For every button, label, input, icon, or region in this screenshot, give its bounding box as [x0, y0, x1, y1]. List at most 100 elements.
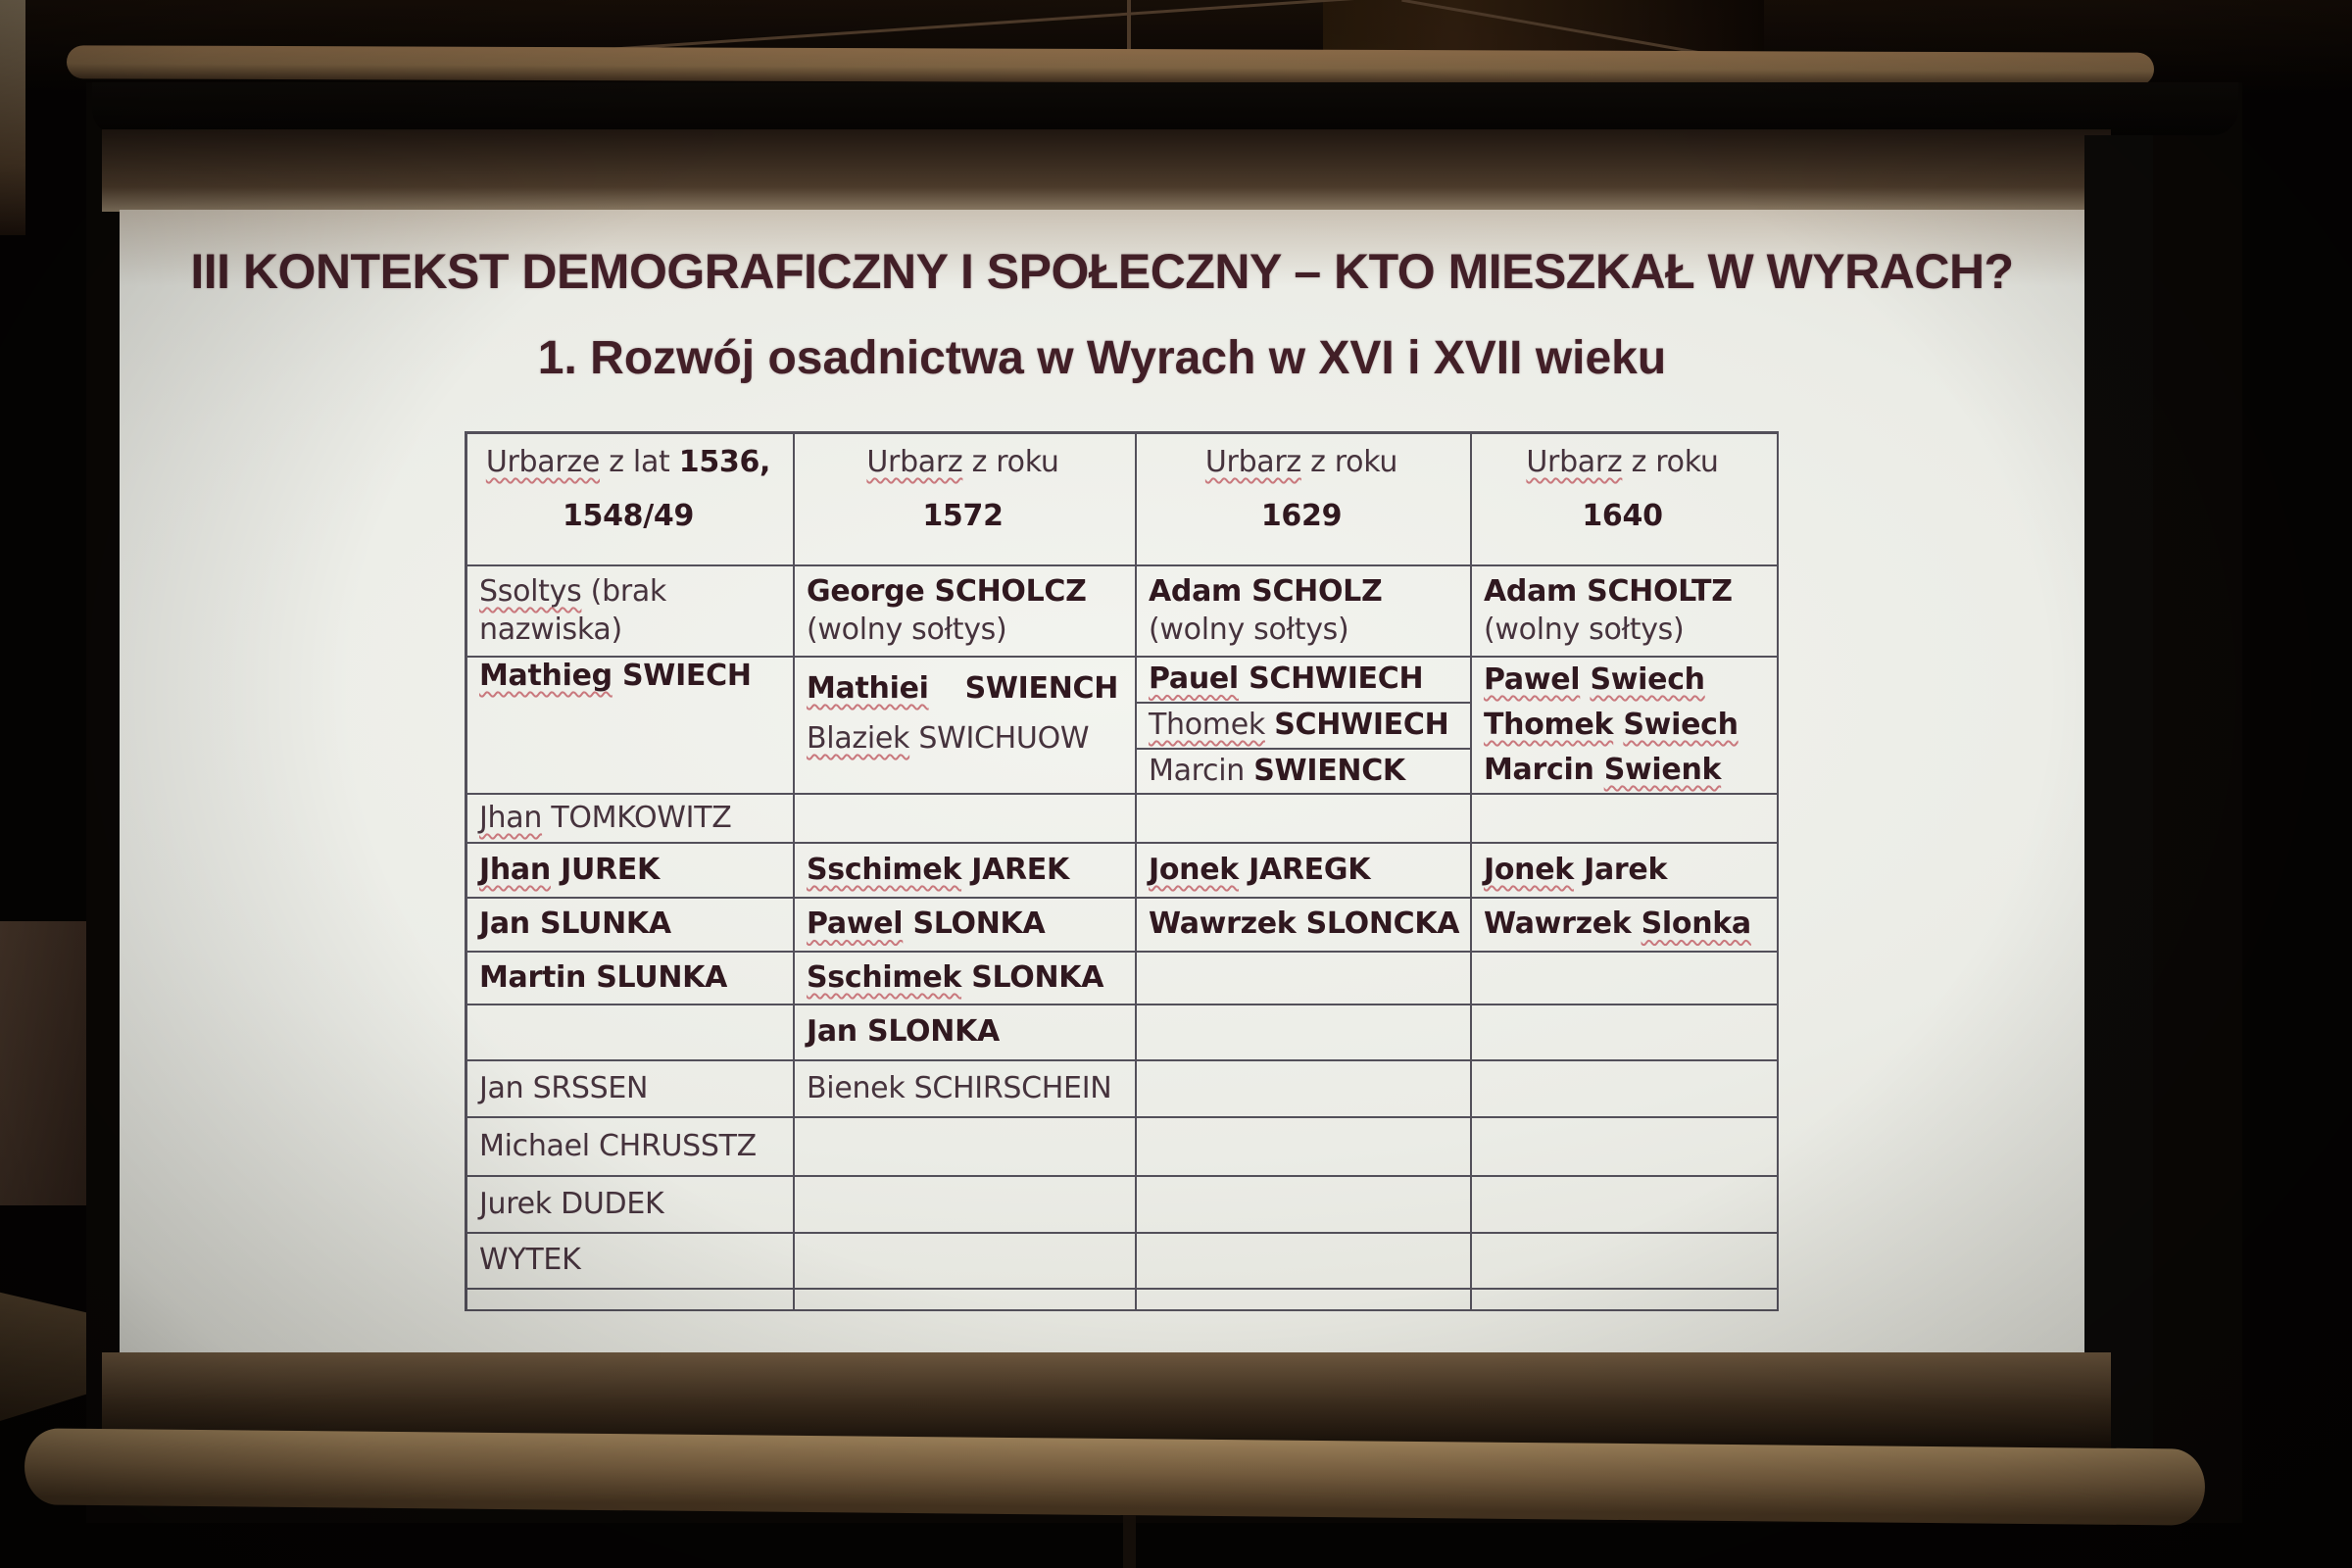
name-text: Jhan — [479, 800, 543, 835]
table-cell: Jan SRSSEN — [467, 1061, 795, 1118]
table-cell: Jonek Jarek — [1472, 844, 1779, 899]
name-text: Jonek — [1149, 852, 1239, 887]
table-cell — [1137, 1290, 1472, 1311]
table-cell-line: Urbarz z roku — [795, 444, 1135, 482]
table-cell-line: Sschimek JAREK — [795, 852, 1135, 890]
name-text: Thomek — [1484, 708, 1614, 743]
table-header-cell: Urbarz z roku 1629 — [1137, 434, 1472, 566]
name-text: SWICHUOW — [909, 721, 1090, 756]
table-row: Jhan JUREK Sschimek JAREK Jonek JAREGK Jone… — [467, 844, 1779, 899]
name-text: Bienek SCHIRSCHEIN — [807, 1070, 1112, 1105]
table-cell: Mathieg SWIECH — [467, 658, 795, 795]
urbarz-settlers-table: Urbarze z lat 1536, 1548/49 Urbarz z roku 1… — [465, 431, 1779, 1311]
name-text: Mathieg — [479, 659, 612, 693]
name-text: Jonek — [1484, 852, 1574, 887]
table-cell: Jhan TOMKOWITZ — [467, 795, 795, 844]
table-cell-line: Marcin Swienk — [1472, 748, 1777, 793]
table-cell-line: Martin SLUNKA — [467, 959, 793, 998]
name-text: Wawrzek SLONCKA — [1149, 906, 1460, 942]
name-text: Blaziek — [807, 721, 910, 756]
table-row: Jhan TOMKOWITZ — [467, 795, 1779, 844]
name-text: Swiech — [1623, 708, 1739, 743]
table-cell: Ssoltys (brak nazwiska) — [467, 566, 795, 658]
table-row: Jurek DUDEK — [467, 1177, 1779, 1234]
table-row: Ssoltys (brak nazwiska) George SCHOLCZ (wol… — [467, 566, 1779, 658]
table-cell-line: George SCHOLCZ — [795, 573, 1135, 612]
table-cell-line: Thomek Swiech — [1472, 704, 1777, 749]
table-cell-line: Jonek JAREGK — [1137, 852, 1470, 890]
table-cell-line: Urbarze z lat 1536, — [467, 444, 793, 482]
table-cell-line: Mathiei SWIENCH — [795, 658, 1135, 720]
table-cell: George SCHOLCZ (wolny sołtys) — [795, 566, 1137, 658]
table-cell — [1137, 795, 1472, 844]
name-text: Pawel — [1484, 662, 1581, 698]
table-cell — [1137, 1005, 1472, 1061]
table-cell: Jan SLUNKA — [467, 899, 795, 953]
name-text: 1640 — [1582, 498, 1663, 533]
name-text: TOMKOWITZ — [542, 800, 732, 835]
table-row: Jan SRSSEN Bienek SCHIRSCHEIN — [467, 1061, 1779, 1118]
stand-rod — [1123, 1515, 1136, 1568]
table-cell: Jonek JAREGK — [1137, 844, 1472, 899]
table-cell-line: Pawel SLONKA — [795, 906, 1135, 944]
table-cell-line: Jan SLUNKA — [467, 906, 793, 944]
table-cell: Pauel SCHWIECH Thomek SCHWIECH Marcin SWIE… — [1137, 658, 1472, 795]
table-row: Martin SLUNKA Sschimek SLONKA — [467, 953, 1779, 1005]
slide-title: III KONTEKST DEMOGRAFICZNY I SPOŁECZNY –… — [190, 244, 2014, 299]
table-cell: Mathiei SWIENCH Blaziek SWICHUOW — [795, 658, 1137, 795]
table-cell — [1137, 1118, 1472, 1177]
table-cell — [1472, 795, 1779, 844]
table-cell: Jurek DUDEK — [467, 1177, 795, 1234]
name-text: SLONKA — [903, 906, 1046, 942]
table-cell-line: Jhan JUREK — [467, 852, 793, 890]
name-text: Slonka — [1641, 906, 1752, 942]
projected-slide: III KONTEKST DEMOGRAFICZNY I SPOŁECZNY –… — [120, 210, 2084, 1358]
table-cell-line: Thomek SCHWIECH — [1137, 704, 1470, 750]
table-cell: Wawrzek Slonka — [1472, 899, 1779, 953]
hanging-string — [1127, 0, 1131, 57]
table-cell: Bienek SCHIRSCHEIN — [795, 1061, 1137, 1118]
name-text: Marcin — [1484, 752, 1594, 787]
table-cell — [1137, 1061, 1472, 1118]
table-cell-line: 1640 — [1472, 498, 1777, 536]
table-cell-line: Blaziek SWICHUOW — [795, 720, 1135, 759]
table-cell: Jan SLONKA — [795, 1005, 1137, 1061]
table-cell — [795, 1290, 1137, 1311]
name-text: 1572 — [922, 498, 1004, 533]
table-cell — [1137, 1234, 1472, 1290]
name-text: George SCHOLCZ — [807, 574, 1087, 609]
table-row: Mathieg SWIECH Mathiei SWIENCH Blaziek SWI… — [467, 658, 1779, 795]
table-cell — [1472, 1118, 1779, 1177]
name-text: (brak — [581, 574, 667, 609]
table-cell — [1472, 1290, 1779, 1311]
table-cell — [467, 1290, 795, 1311]
name-text: Swiech — [1590, 662, 1705, 698]
table-cell-line: Urbarz z roku — [1137, 444, 1470, 482]
slide-subtitle: 1. Rozwój osadnictwa w Wyrach w XVI i XV… — [537, 332, 1667, 384]
table-cell-line: Jonek Jarek — [1472, 852, 1777, 890]
name-text: Sschimek — [807, 959, 962, 995]
table-cell: Adam SCHOLZ (wolny sołtys) — [1137, 566, 1472, 658]
table-cell: Jhan JUREK — [467, 844, 795, 899]
table-cell-line: Ssoltys (brak — [467, 573, 793, 612]
projector-screen: III KONTEKST DEMOGRAFICZNY I SPOŁECZNY –… — [86, 82, 2242, 1523]
table-cell — [1137, 1177, 1472, 1234]
name-text: SWIENCK — [1253, 753, 1405, 788]
screen-casing — [92, 82, 2238, 135]
doorframe-strip — [0, 0, 25, 235]
name-text — [1613, 709, 1623, 743]
table-row — [467, 1290, 1779, 1311]
name-text: SWIENCH — [964, 670, 1119, 706]
table-row: Jan SLONKA — [467, 1005, 1779, 1061]
table-cell-line: Jurek DUDEK — [467, 1186, 793, 1224]
name-text: (wolny sołtys) — [807, 612, 1007, 647]
table-cell-line: nazwiska) — [467, 612, 793, 650]
table-cell-line: Urbarz z roku — [1472, 444, 1777, 482]
name-text — [929, 672, 965, 707]
table-cell-line: (wolny sołtys) — [1472, 612, 1777, 650]
name-text: Urbarz — [1204, 445, 1301, 479]
name-text: z roku — [1622, 445, 1719, 479]
name-text: Marcin — [1149, 753, 1245, 788]
name-text: SCHWIECH — [1274, 708, 1449, 743]
